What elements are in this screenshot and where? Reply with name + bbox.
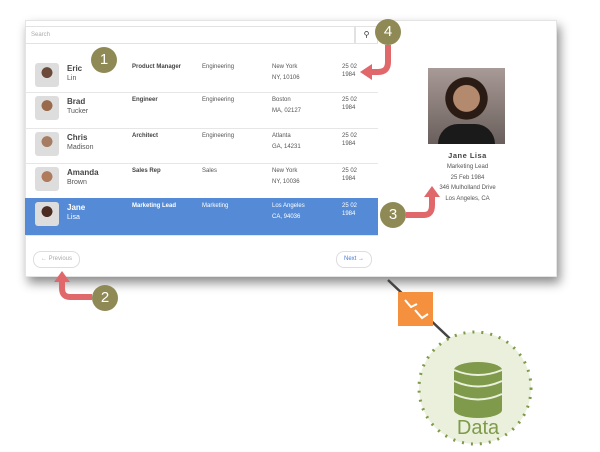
city: Los Angeles [272,203,305,209]
birth-year: 1984 [342,105,356,111]
birth-date: 25 02 [342,97,358,103]
city: Atlanta [272,133,291,139]
last-name: Tucker [67,108,89,115]
last-name: Madison [67,144,94,151]
birth-year: 1984 [342,141,356,147]
arrow-3 [406,195,435,218]
region: NY, 10036 [272,179,300,185]
department: Sales [202,168,218,174]
detail-city: Los Angeles, CA [445,196,490,202]
avatar [35,96,59,120]
job-title: Product Manager [132,64,182,70]
last-name: Lisa [67,214,80,221]
city: New York [272,168,298,174]
step-badge-4: 4 [375,19,401,45]
region: GA, 14231 [272,144,301,150]
arrow-4 [370,45,391,75]
birth-date: 25 02 [342,64,358,70]
database-icon [454,362,502,418]
region: MA, 02127 [272,108,302,114]
birth-date: 25 02 [342,168,358,174]
birth-year: 1984 [342,72,356,78]
table-row[interactable]: Jane Lisa Marketing Lead Marketing Los A… [25,198,378,236]
table-row[interactable]: Eric Lin Product Manager Engineering New… [25,50,378,93]
department: Engineering [202,133,235,139]
region: NY, 10106 [272,75,300,81]
last-name: Lin [67,75,77,82]
arrow-2 [59,280,92,300]
job-title: Marketing Lead [132,203,177,209]
city: New York [272,64,298,70]
first-name: Chris [67,133,88,142]
avatar [35,63,59,87]
step-badge-3: 3 [380,202,406,228]
region: CA, 94036 [272,214,301,220]
search-input[interactable]: Search [25,26,355,44]
job-title: Architect [132,133,159,139]
birth-year: 1984 [342,211,356,217]
step-badge-1: 1 [91,47,117,73]
city: Boston [272,97,291,103]
job-title: Engineer [132,97,158,103]
detail-photo [428,68,505,144]
detail-title: Marketing Lead [446,164,489,170]
detail-address: 346 Mulholland Drive [439,185,496,191]
table-row[interactable]: Brad Tucker Engineer Engineering Boston … [25,92,378,129]
birth-year: 1984 [342,176,356,182]
department: Engineering [202,97,235,103]
first-name: Eric [67,64,83,73]
birth-date: 25 02 [342,203,358,209]
previous-button[interactable]: ← Previous [33,251,80,268]
department: Engineering [202,64,235,70]
next-button[interactable]: Next → [336,251,372,268]
first-name: Jane [67,203,86,212]
table-row[interactable]: Chris Madison Architect Engineering Atla… [25,128,378,164]
avatar [35,202,59,226]
detail-dob: 25 Feb 1984 [450,175,485,181]
step-badge-2: 2 [92,285,118,311]
data-label: Data [456,417,500,439]
job-title: Sales Rep [132,168,161,174]
transform-icon [398,292,433,326]
detail-name: Jane Lisa [448,151,487,160]
avatar [35,167,59,191]
search-icon: ⚲ [363,30,370,39]
first-name: Amanda [67,168,99,177]
avatar [35,132,59,156]
first-name: Brad [67,97,86,106]
department: Marketing [202,203,229,209]
birth-date: 25 02 [342,133,358,139]
last-name: Brown [67,179,87,186]
